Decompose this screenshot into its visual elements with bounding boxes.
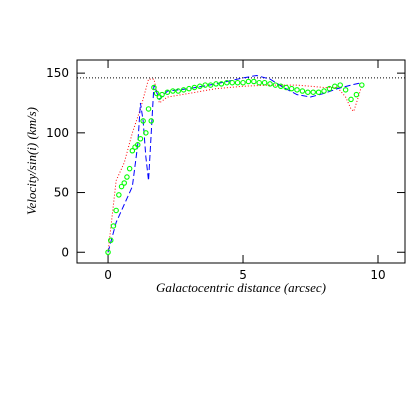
data-point xyxy=(229,79,235,86)
data-point xyxy=(294,87,300,93)
data-point xyxy=(180,87,187,93)
data-point xyxy=(305,89,311,95)
data-point xyxy=(151,84,157,91)
data-point xyxy=(124,174,130,180)
data-point xyxy=(342,87,349,93)
data-point xyxy=(107,237,114,244)
data-point xyxy=(218,81,225,87)
data-point xyxy=(234,79,241,86)
y-tick-label: 150 xyxy=(46,66,69,80)
data-point xyxy=(251,78,257,85)
data-point xyxy=(202,82,208,88)
data-point xyxy=(129,148,136,154)
data-point xyxy=(105,249,111,256)
x-tick-label: 10 xyxy=(370,268,385,282)
x-tick-label: 5 xyxy=(239,268,247,282)
data-point xyxy=(153,90,160,97)
data-point xyxy=(278,83,284,90)
data-point xyxy=(191,84,198,91)
data-point xyxy=(110,223,117,229)
data-point xyxy=(240,79,246,86)
data-line xyxy=(107,75,362,253)
data-point xyxy=(256,79,262,86)
data-point xyxy=(326,85,333,92)
data-point xyxy=(288,85,295,92)
data-point xyxy=(143,130,149,136)
data-point xyxy=(113,207,119,214)
data-point xyxy=(261,79,268,86)
x-tick-label: 0 xyxy=(104,268,112,282)
data-point xyxy=(116,192,122,198)
data-line xyxy=(107,78,363,253)
y-tick-label: 100 xyxy=(46,126,69,140)
data-point xyxy=(118,183,125,190)
data-point xyxy=(332,83,338,90)
data-point xyxy=(283,84,289,91)
data-point xyxy=(207,82,214,88)
data-point xyxy=(121,180,127,186)
y-axis-label: Velocity/sin(i) (km/s) xyxy=(24,107,39,215)
data-point xyxy=(321,88,327,94)
data-point xyxy=(164,89,171,95)
data-point xyxy=(140,118,146,124)
data-point xyxy=(224,79,230,86)
data-point xyxy=(134,142,141,148)
data-point xyxy=(186,85,192,92)
data-point xyxy=(359,82,365,88)
data-point xyxy=(148,118,154,124)
data-point xyxy=(197,83,203,90)
plot-frame xyxy=(76,59,406,264)
y-tick-label: 0 xyxy=(61,245,69,259)
data-point xyxy=(175,88,181,94)
data-point xyxy=(348,96,354,103)
data-point xyxy=(126,165,133,172)
data-point xyxy=(245,78,252,85)
data-point xyxy=(315,89,322,95)
x-axis-label: Galactocentric distance (arcsec) xyxy=(156,280,326,295)
y-tick-label: 50 xyxy=(54,186,69,200)
data-point xyxy=(159,91,165,98)
data-point xyxy=(145,106,152,112)
data-point xyxy=(213,81,219,87)
data-point xyxy=(272,82,279,88)
data-point xyxy=(137,136,144,142)
data-point xyxy=(353,91,360,98)
data-point xyxy=(299,88,306,94)
data-point xyxy=(310,89,316,95)
data-point xyxy=(267,81,273,87)
data-point xyxy=(337,82,343,88)
data-point xyxy=(170,88,176,94)
